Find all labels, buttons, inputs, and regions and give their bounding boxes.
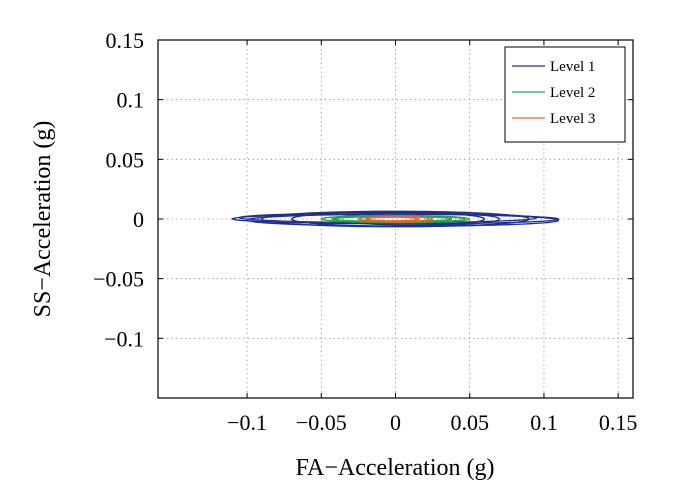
x-tick-label: 0	[390, 410, 401, 435]
legend-label: Level 3	[550, 111, 595, 127]
series-line	[330, 215, 466, 223]
y-tick-label: 0	[133, 207, 144, 232]
series-line	[368, 215, 429, 223]
y-tick-label: −0.1	[104, 326, 144, 351]
series-1	[231, 210, 560, 228]
y-tick-label: 0.1	[117, 88, 145, 113]
x-tick-label: 0.15	[599, 410, 638, 435]
x-axis-label: FA−Acceleration (g)	[295, 455, 494, 481]
legend: Level 1 Level 2 Level 3	[504, 46, 626, 143]
x-tick-label: 0.1	[530, 410, 558, 435]
legend-label: Level 1	[550, 59, 595, 75]
y-axis-label: SS−Acceleration (g)	[30, 121, 56, 318]
series-line	[261, 210, 530, 228]
y-tick-label: −0.05	[93, 267, 144, 292]
tick-layer: −0.1 −0.05 0 0.05 0.1 0.15 0.15 0.1 0.05 0 −0.05 −0…	[93, 28, 637, 435]
x-tick-label: −0.1	[227, 410, 267, 435]
legend-box	[504, 46, 626, 143]
data-layer	[231, 210, 560, 228]
y-tick-label: 0.05	[106, 147, 145, 172]
series-line	[365, 216, 420, 222]
series-line	[335, 212, 486, 226]
x-tick-label: −0.05	[296, 410, 347, 435]
series-3	[357, 215, 434, 223]
legend-label: Level 2	[550, 85, 595, 101]
series-line	[290, 211, 501, 227]
y-tick-label: 0.15	[106, 28, 145, 53]
x-tick-label: 0.05	[450, 410, 489, 435]
